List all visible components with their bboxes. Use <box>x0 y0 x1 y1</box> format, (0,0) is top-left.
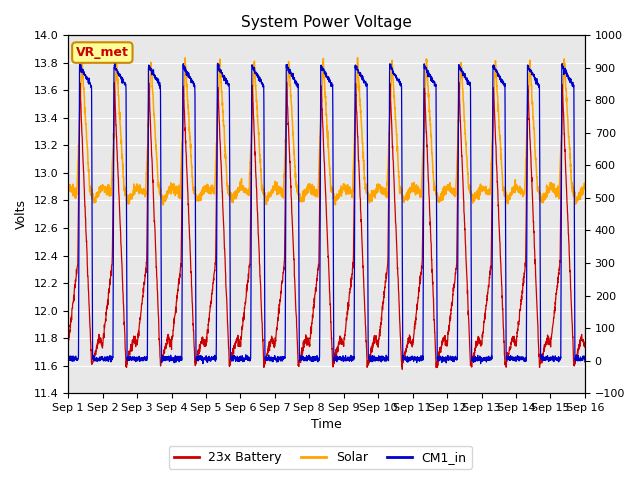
CM1_in <box>263 358 271 363</box>
Line: CM1_in: CM1_in <box>68 63 585 364</box>
Title: System Power Voltage: System Power Voltage <box>241 15 412 30</box>
23x Battery <box>64 344 72 350</box>
CM1_in <box>154 77 161 83</box>
23x Battery <box>285 138 292 144</box>
CM1_in <box>516 357 524 362</box>
23x Battery <box>154 299 161 305</box>
CM1_in <box>199 361 207 367</box>
Legend: 23x Battery, Solar, CM1_in: 23x Battery, Solar, CM1_in <box>168 446 472 469</box>
23x Battery <box>581 344 589 350</box>
Solar <box>572 196 579 202</box>
23x Battery <box>572 356 579 361</box>
Solar <box>124 192 131 198</box>
CM1_in <box>64 356 72 361</box>
Line: Solar: Solar <box>68 58 585 205</box>
Solar <box>285 60 292 66</box>
23x Battery <box>283 79 291 85</box>
Solar <box>154 173 161 179</box>
23x Battery <box>124 355 131 360</box>
Y-axis label: Volts: Volts <box>15 199 28 229</box>
23x Battery <box>399 366 406 372</box>
23x Battery <box>262 355 270 361</box>
CM1_in <box>124 356 131 362</box>
CM1_in <box>581 359 589 365</box>
23x Battery <box>516 314 524 320</box>
Solar <box>159 202 167 208</box>
Line: 23x Battery: 23x Battery <box>68 82 585 369</box>
Solar <box>262 202 270 207</box>
CM1_in <box>572 357 579 362</box>
Solar <box>581 182 589 188</box>
Text: VR_met: VR_met <box>76 46 129 59</box>
Solar <box>354 55 362 60</box>
Solar <box>64 187 72 193</box>
Solar <box>516 189 524 195</box>
CM1_in <box>285 68 293 73</box>
CM1_in <box>214 60 221 66</box>
X-axis label: Time: Time <box>311 419 342 432</box>
